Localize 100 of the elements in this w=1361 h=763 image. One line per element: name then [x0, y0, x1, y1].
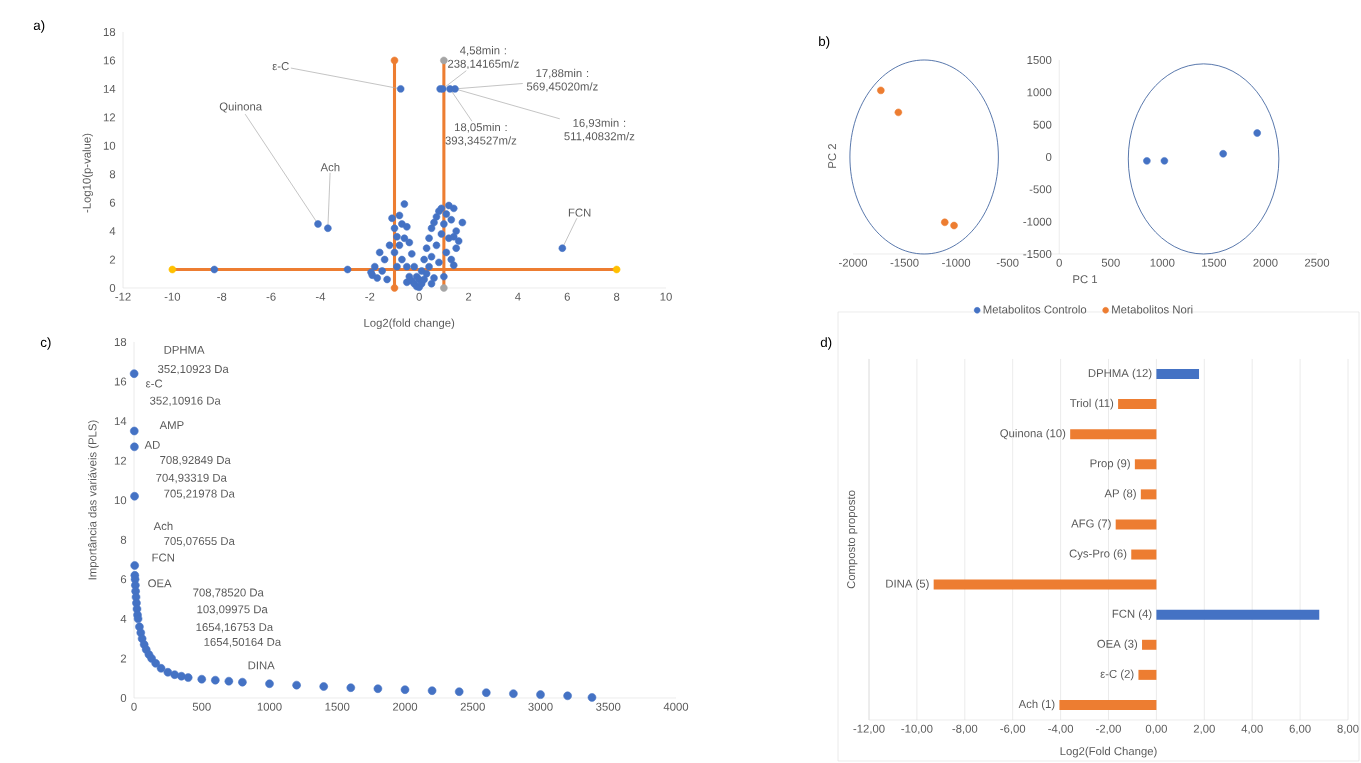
x-tick-label: 2 — [465, 292, 472, 301]
y-tick-label: 12 — [103, 113, 116, 122]
annotation: 705,21978 Da — [164, 489, 235, 499]
y-tick-label: OEA (3) — [1097, 639, 1138, 651]
chart-title: a) — [33, 20, 45, 33]
x-tick-label: 500 — [192, 702, 211, 711]
annotation: 16,93min : 511,40832m/z — [564, 118, 635, 142]
x-axis-title: Log2(fold change) — [364, 318, 455, 330]
x-tick-label: 1500 — [325, 702, 350, 711]
annotation: 704,93319 Da — [156, 473, 227, 484]
y-tick-label: 18 — [103, 27, 116, 36]
y-tick-label: AP (8) — [1104, 489, 1136, 500]
y-tick-label: 500 — [1033, 120, 1052, 129]
x-tick-label: -2 — [365, 292, 375, 301]
y-tick-label: FCN (4) — [1112, 609, 1152, 620]
x-tick-label: -4,00 — [1048, 724, 1074, 735]
y-tick-label: -1500 — [1023, 249, 1052, 258]
x-tick-label: 4,00 — [1241, 724, 1263, 735]
x-tick-label: 2000 — [1253, 258, 1278, 267]
x-tick-label: -6,00 — [1000, 724, 1026, 735]
chart-title: b) — [819, 36, 830, 49]
annotation: 705,07655 Da — [164, 537, 235, 547]
x-tick-label: -500 — [996, 258, 1019, 267]
annotation: 708,78520 Da — [193, 588, 264, 598]
x-tick-label: -1000 — [942, 258, 971, 267]
annotation: OEA — [148, 579, 172, 588]
x-tick-label: 1500 — [1202, 258, 1227, 267]
annotation: DINA — [248, 661, 275, 670]
annotation: 17,88min : 569,45020m/z — [526, 68, 598, 92]
y-tick-label: 4 — [109, 227, 116, 235]
y-tick-label: 0 — [1045, 152, 1052, 161]
y-axis-title: Composto proposto — [847, 490, 858, 589]
annotation: 1654,50164 Da — [204, 637, 282, 648]
x-tick-label: 1000 — [257, 702, 282, 711]
x-tick-label: 3500 — [596, 702, 621, 711]
annotation: Ach — [153, 521, 173, 531]
x-tick-label: -2000 — [839, 258, 868, 267]
x-axis-title: PC 1 — [1073, 275, 1098, 284]
annotation: 352,10916 Da — [150, 396, 221, 406]
annotation: DPHMA — [164, 346, 205, 354]
x-tick-label: 10 — [660, 292, 672, 301]
y-tick-label: 0 — [109, 283, 116, 292]
annotation: 352,10923 Da — [158, 365, 229, 375]
x-tick-label: 2,00 — [1193, 724, 1215, 735]
y-tick-label: 16 — [114, 377, 127, 386]
x-axis-title: Log2(Fold Change) — [1060, 746, 1157, 758]
x-tick-label: 0 — [1056, 258, 1062, 267]
y-tick-label: 6 — [109, 198, 116, 207]
y-tick-label: ε-C (2) — [1100, 669, 1134, 681]
y-tick-label: 4 — [120, 614, 127, 623]
y-tick-label: Ach (1) — [1018, 699, 1055, 711]
y-tick-label: 10 — [114, 496, 127, 505]
annotation: 4,58min : 238,14165m/z — [448, 46, 519, 70]
y-tick-label: 8 — [120, 535, 127, 544]
annotation: ε-C — [146, 379, 163, 388]
y-tick-label: 10 — [103, 141, 116, 150]
legend-label: Metabolitos Controlo — [983, 305, 1087, 314]
annotation: FCN — [152, 553, 174, 562]
annotation: 103,09975 Da — [197, 605, 268, 615]
y-tick-label: 0 — [120, 693, 127, 702]
y-tick-label: -500 — [1029, 185, 1052, 194]
annotation: 1654,16753 Da — [196, 623, 274, 633]
x-tick-label: 1000 — [1150, 258, 1175, 267]
annotation: Quinona — [219, 102, 263, 113]
y-tick-label: 2 — [120, 654, 127, 663]
x-tick-label: -12,00 — [853, 724, 885, 735]
x-tick-label: 3000 — [528, 702, 553, 711]
y-tick-label: 12 — [114, 456, 127, 465]
x-tick-label: -6 — [266, 292, 276, 301]
y-axis-title: PC 2 — [828, 144, 837, 168]
x-tick-label: -8 — [217, 292, 227, 301]
y-tick-label: AFG (7) — [1071, 519, 1111, 530]
y-tick-label: 16 — [103, 56, 116, 65]
y-tick-label: 1000 — [1027, 88, 1052, 97]
x-tick-label: 4 — [515, 292, 521, 301]
x-tick-label: 6,00 — [1289, 724, 1311, 735]
y-tick-label: 1500 — [1027, 55, 1052, 64]
y-tick-label: Triol (11) — [1069, 398, 1114, 410]
y-tick-label: 6 — [120, 575, 127, 584]
x-tick-label: 2000 — [392, 702, 418, 711]
y-axis-title: -Log10(p-value) — [82, 133, 93, 213]
y-tick-label: 14 — [103, 84, 116, 93]
x-tick-label: -10 — [164, 292, 181, 301]
annotation: AD — [144, 440, 160, 449]
annotation: FCN — [568, 208, 591, 217]
x-tick-label: 6 — [564, 292, 570, 301]
x-tick-label: 0,00 — [1145, 724, 1167, 735]
x-tick-label: 0 — [416, 292, 422, 301]
y-axis-title: Importância das variáveis (PLS) — [88, 420, 99, 580]
y-tick-label: 8 — [109, 170, 116, 179]
annotation: Ach — [320, 162, 340, 172]
x-tick-label: -1500 — [890, 258, 919, 267]
annotation: 18,05min : 393,34527m/z — [445, 122, 517, 146]
x-tick-label: 8,00 — [1337, 724, 1359, 735]
y-tick-label: Quinona (10) — [1000, 428, 1066, 440]
annotation: AMP — [159, 421, 184, 429]
x-tick-label: 2500 — [460, 702, 485, 711]
x-tick-label: 4000 — [663, 702, 689, 711]
x-tick-label: 8 — [613, 292, 620, 301]
x-tick-label: -12 — [115, 292, 131, 301]
